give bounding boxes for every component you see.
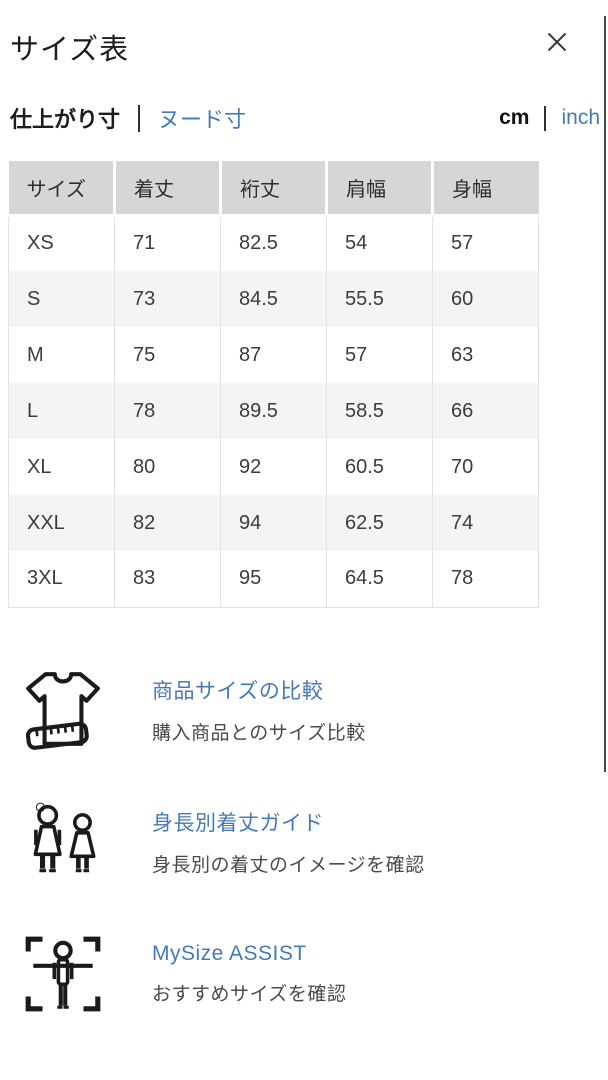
scrollbar[interactable] xyxy=(604,16,606,772)
table-cell: 83 xyxy=(114,551,221,608)
table-cell: 92 xyxy=(220,439,327,495)
tab-divider xyxy=(138,104,141,132)
tshirt-ruler-icon xyxy=(20,666,106,754)
table-cell: 78 xyxy=(432,551,539,608)
unit-cm-button[interactable]: cm xyxy=(499,106,530,129)
size-comparison-link[interactable]: 商品サイズの比較 xyxy=(152,679,324,703)
mysize-assist-subtitle: おすすめサイズを確認 xyxy=(152,983,347,1005)
table-cell: 80 xyxy=(114,439,221,495)
size-table: サイズ 着丈 裄丈 肩幅 身幅 XS 71 82.5 54 57 S 73 84.5 55.5 60 M 75… xyxy=(8,161,539,608)
unit-toggle: cm inch xyxy=(499,105,600,131)
table-cell: L xyxy=(8,383,115,439)
table-cell: 87 xyxy=(220,327,327,383)
table-cell: 89.5 xyxy=(220,383,327,439)
size-table-header-row: サイズ 着丈 裄丈 肩幅 身幅 xyxy=(8,161,539,217)
table-cell: 64.5 xyxy=(326,551,433,608)
table-cell: 73 xyxy=(114,271,221,327)
size-comparison-subtitle: 購入商品とのサイズ比較 xyxy=(152,722,366,744)
table-cell: 60 xyxy=(432,271,539,327)
feature-text: 商品サイズの比較 購入商品とのサイズ比較 xyxy=(152,675,366,745)
column-header: サイズ xyxy=(8,161,115,217)
close-button[interactable] xyxy=(538,24,576,62)
measurement-tabs: 仕上がり寸 ヌード寸 xyxy=(10,102,246,134)
table-row: L 78 89.5 58.5 66 xyxy=(8,383,539,439)
feature-row-size-comparison[interactable]: 商品サイズの比較 購入商品とのサイズ比較 xyxy=(20,666,608,754)
table-cell: 71 xyxy=(114,215,221,271)
tab-nude-measurements[interactable]: ヌード寸 xyxy=(158,107,247,132)
table-cell: 74 xyxy=(432,495,539,551)
table-cell: XS xyxy=(8,215,115,271)
height-guide-link[interactable]: 身長別着丈ガイド xyxy=(152,811,324,835)
feature-row-height-guide[interactable]: 身長別着丈ガイド 身長別の着丈のイメージを確認 xyxy=(20,798,608,886)
feature-row-mysize-assist[interactable]: MySize ASSIST おすすめサイズを確認 xyxy=(20,930,608,1018)
table-cell: 54 xyxy=(326,215,433,271)
table-row: S 73 84.5 55.5 60 xyxy=(8,271,539,327)
close-icon xyxy=(542,27,572,60)
mysize-assist-icon xyxy=(20,930,106,1018)
table-row: XL 80 92 60.5 70 xyxy=(8,439,539,495)
tabs-row: 仕上がり寸 ヌード寸 cm inch xyxy=(10,102,600,134)
table-cell: 78 xyxy=(114,383,221,439)
feature-text: 身長別着丈ガイド 身長別の着丈のイメージを確認 xyxy=(152,807,425,877)
unit-inch-button[interactable]: inch xyxy=(561,106,600,129)
column-header: 着丈 xyxy=(113,161,221,217)
column-header: 身幅 xyxy=(431,161,539,217)
unit-divider xyxy=(544,105,547,131)
table-cell: 94 xyxy=(220,495,327,551)
table-cell: 66 xyxy=(432,383,539,439)
table-cell: 60.5 xyxy=(326,439,433,495)
table-row: XXL 82 94 62.5 74 xyxy=(8,495,539,551)
feature-text: MySize ASSIST おすすめサイズを確認 xyxy=(152,942,346,1006)
table-cell: 82 xyxy=(114,495,221,551)
feature-links: 商品サイズの比較 購入商品とのサイズ比較 xyxy=(20,666,608,1018)
tab-finished-measurements[interactable]: 仕上がり寸 xyxy=(10,107,121,132)
table-cell: 62.5 xyxy=(326,495,433,551)
table-cell: 84.5 xyxy=(220,271,327,327)
mysize-assist-link[interactable]: MySize ASSIST xyxy=(152,941,307,965)
table-row: 3XL 83 95 64.5 78 xyxy=(8,551,539,608)
table-cell: 82.5 xyxy=(220,215,327,271)
table-cell: XL xyxy=(8,439,115,495)
table-cell: 58.5 xyxy=(326,383,433,439)
table-cell: S xyxy=(8,271,115,327)
column-header: 肩幅 xyxy=(325,161,433,217)
table-cell: 3XL xyxy=(8,551,115,608)
page-title: サイズ表 xyxy=(10,34,130,66)
table-row: XS 71 82.5 54 57 xyxy=(8,215,539,271)
height-guide-subtitle: 身長別の着丈のイメージを確認 xyxy=(152,854,425,876)
table-cell: 63 xyxy=(432,327,539,383)
modal-header: サイズ表 xyxy=(0,0,608,68)
table-cell: 57 xyxy=(326,327,433,383)
height-guide-icon xyxy=(20,798,106,886)
table-cell: 55.5 xyxy=(326,271,433,327)
table-cell: 70 xyxy=(432,439,539,495)
table-cell: M xyxy=(8,327,115,383)
table-row: M 75 87 57 63 xyxy=(8,327,539,383)
column-header: 裄丈 xyxy=(219,161,327,217)
table-cell: 57 xyxy=(432,215,539,271)
size-table-body: XS 71 82.5 54 57 S 73 84.5 55.5 60 M 75 87 57 63 L 78 89.… xyxy=(8,215,539,608)
size-chart-modal: サイズ表 仕上がり寸 ヌード寸 cm inch サイズ 着丈 裄丈 肩幅 身幅 XS 71… xyxy=(0,0,608,1018)
table-cell: 95 xyxy=(220,551,327,608)
table-cell: XXL xyxy=(8,495,115,551)
table-cell: 75 xyxy=(114,327,221,383)
